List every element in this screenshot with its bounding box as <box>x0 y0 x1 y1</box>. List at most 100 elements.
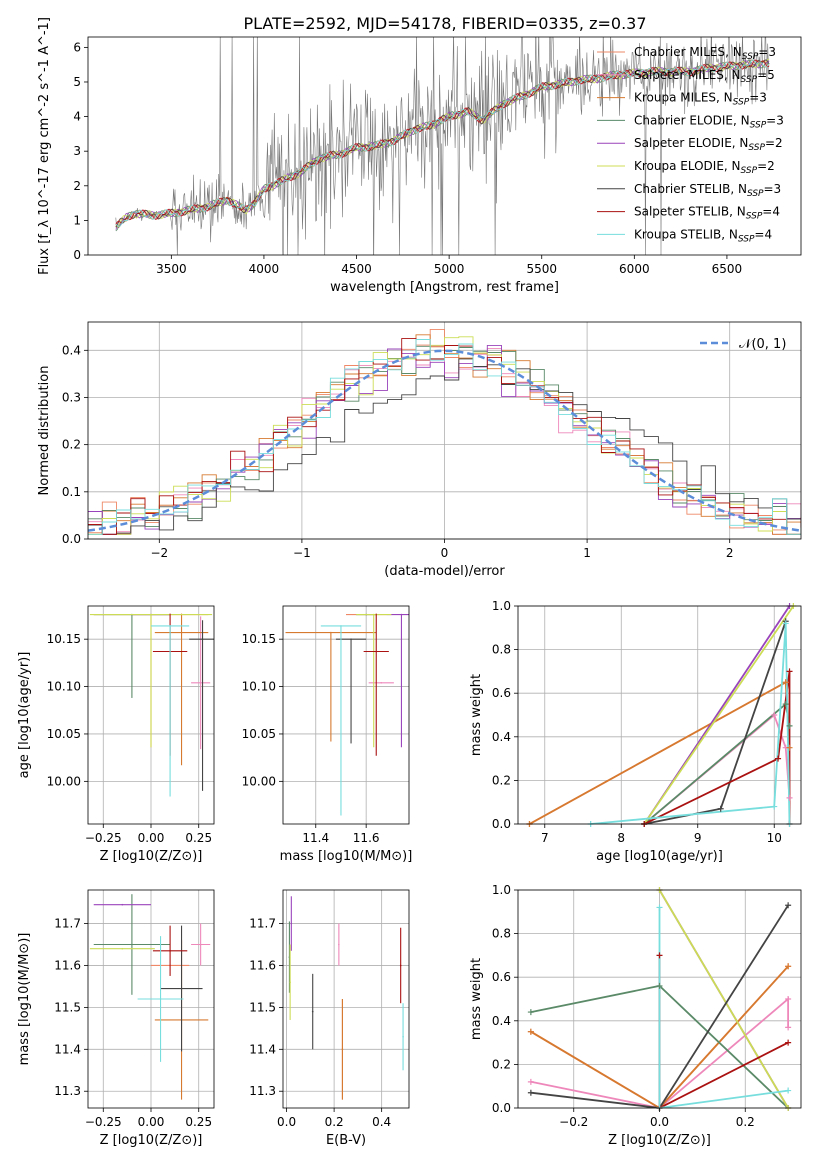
y-tick-label: 10.10 <box>47 680 81 694</box>
legend-label-kroupa-elodie: Kroupa ELODIE, NSSP=2 <box>634 159 775 176</box>
point-kroupa-elodie <box>150 613 152 616</box>
weight-marker-chabrier-stelib <box>527 1089 534 1096</box>
y-tick-label: 11.7 <box>249 917 276 931</box>
y-tick-label: 0.8 <box>492 643 511 657</box>
x-tick-label: 7 <box>541 831 549 845</box>
y-tick-label: 0.0 <box>492 1101 511 1115</box>
y-tick-label: 10.00 <box>47 774 81 788</box>
point-chabrier-stelib <box>311 1010 314 1013</box>
grid-layer <box>88 322 801 1109</box>
weight-marker-salpeter-miles <box>786 794 793 801</box>
weight-marker-chabrier-elodie <box>782 701 789 708</box>
weight-line-salpeter-stelib <box>658 955 789 1108</box>
weight-line-kroupa-elodie <box>643 606 795 824</box>
point-salpeter-stelib <box>399 964 402 967</box>
weight_vs_age-plot-area <box>529 606 795 824</box>
x-tick-label: 6000 <box>619 262 650 276</box>
x-tick-label: 0.00 <box>138 1115 165 1129</box>
y-tick-label: 11.3 <box>249 1084 276 1098</box>
weight-marker-chabrier-elodie <box>656 982 663 989</box>
age_vs_Z-plot-area <box>89 613 214 797</box>
x-tick-label: 0.0 <box>277 1115 296 1129</box>
y-tick-label: 11.7 <box>54 917 81 931</box>
y-tick-label: 10.10 <box>242 680 276 694</box>
weight-marker-salpeter-stelib <box>775 755 782 762</box>
y-axis-label: Normed distribution <box>37 366 52 496</box>
y-tick-label: 1.0 <box>492 883 511 897</box>
y-tick-label: 0.6 <box>492 970 511 984</box>
x-tick-label: −2 <box>150 546 168 560</box>
x-tick-label: −0.25 <box>85 831 122 845</box>
point-chabrier-stelib <box>201 638 204 640</box>
x-tick-label: 4500 <box>341 262 372 276</box>
gaussian-reference-curve <box>88 349 801 532</box>
weight-marker-salpeter-miles <box>527 1078 534 1085</box>
y-tick-label: 5 <box>73 75 81 89</box>
x-axis-label: E(B-V) <box>326 1133 366 1148</box>
axes-frame <box>282 889 410 1109</box>
y-tick-label: 0.1 <box>62 485 81 499</box>
histogram-salpeter-stelib <box>88 338 801 535</box>
axes-frame <box>517 605 802 825</box>
weight-line-chabrier-stelib <box>530 904 789 1108</box>
weight-line-kroupa-miles <box>530 965 789 1108</box>
point-kroupa-miles <box>341 1048 344 1051</box>
weight-marker-kroupa-stelib <box>656 904 663 911</box>
y-tick-label: 11.5 <box>249 1000 276 1014</box>
point-salpeter-miles <box>338 943 340 946</box>
x-axis-label: wavelength [Angstrom, rest frame] <box>330 280 559 295</box>
axes-frame <box>87 889 215 1109</box>
x-axis-label: (data-model)/error <box>384 564 505 579</box>
point-kroupa-stelib <box>169 625 171 627</box>
point-salpeter-stelib <box>169 949 171 952</box>
y-tick-label: 10.15 <box>242 632 276 646</box>
point-salpeter-elodie <box>290 922 293 925</box>
y-tick-label: 1.0 <box>492 599 511 613</box>
weight-marker-kroupa-stelib <box>785 1087 792 1094</box>
axes-frame <box>87 605 215 825</box>
histogram-chabrier-elodie <box>88 345 801 535</box>
data-layer <box>88 37 801 1111</box>
x-tick-label: 8 <box>617 831 625 845</box>
y-tick-label: 0.4 <box>492 730 511 744</box>
weight-marker-salpeter-stelib <box>656 952 663 959</box>
weight-line-kroupa-stelib <box>590 623 791 824</box>
point-chabrier-stelib <box>350 638 352 640</box>
y-tick-label: 11.3 <box>54 1084 81 1098</box>
y-tick-label: 0.6 <box>492 686 511 700</box>
y-tick-label: 11.5 <box>54 1000 81 1014</box>
x-tick-label: 11.4 <box>302 831 329 845</box>
y-tick-label: 6 <box>73 40 81 54</box>
point-kroupa-stelib <box>402 1035 404 1038</box>
x-axis-label: Z [log10(Z/Z⊙)] <box>100 1133 203 1148</box>
legend-label-chabrier-stelib: Chabrier STELIB, NSSP=3 <box>634 182 781 199</box>
x-tick-label: 3500 <box>156 262 187 276</box>
model-spectrum-kroupa-stelib <box>115 59 770 228</box>
weight-marker-salpeter-miles <box>785 996 792 1002</box>
legend-label-salpeter-elodie: Salpeter ELODIE, NSSP=2 <box>634 136 783 153</box>
weight-marker-chabrier-elodie <box>786 722 793 729</box>
y-tick-label: 0.2 <box>62 438 81 452</box>
point-kroupa-elodie <box>121 947 124 950</box>
weight-marker-kroupa-miles <box>782 679 789 686</box>
y-axis-label: mass weight <box>469 958 484 1040</box>
x-tick-label: −1 <box>293 546 311 560</box>
histogram-chabrier-stelib <box>88 358 801 535</box>
histogram-salpeter-elodie <box>88 344 801 535</box>
point-salpeter-elodie <box>121 903 124 906</box>
x-axis-label: Z [log10(Z/Z⊙)] <box>608 1133 711 1148</box>
y-tick-label: 10.05 <box>242 727 276 741</box>
y-axis-label: Flux [f_λ 10^-17 erg cm^-2 s^-1 A^-1] <box>37 17 52 275</box>
point-salpeter-elodie <box>400 613 403 616</box>
y-tick-label: 0.4 <box>492 1014 511 1028</box>
weight-line-kroupa-elodie <box>658 890 789 1108</box>
x-axis-label: age [log10(age/yr)] <box>596 849 723 864</box>
x-tick-label: 0.25 <box>185 1115 212 1129</box>
x-tick-label: 0 <box>441 546 449 560</box>
y-tick-label: 3 <box>73 144 81 158</box>
histogram-kroupa-stelib <box>88 339 801 535</box>
x-axis-label: mass [log10(M/M⊙)] <box>280 849 413 864</box>
point-kroupa-stelib <box>159 998 162 1000</box>
weight-marker-salpeter-stelib <box>785 1039 792 1046</box>
point-chabrier-elodie <box>131 943 133 946</box>
